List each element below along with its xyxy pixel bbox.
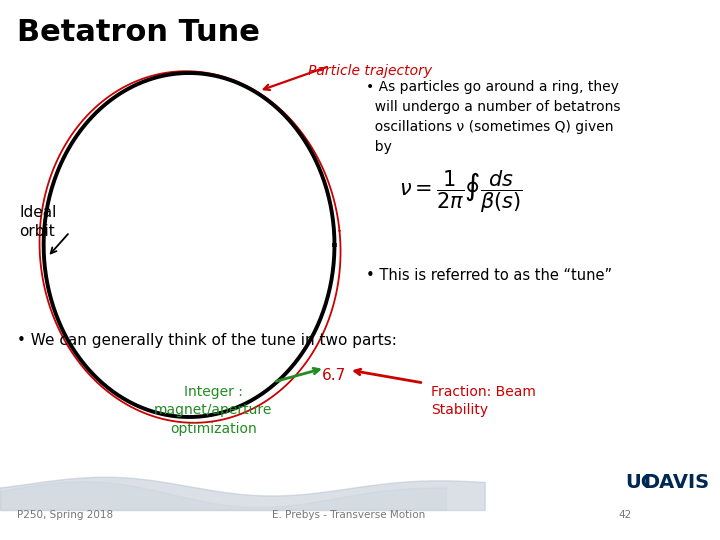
Text: 42: 42 (618, 510, 631, 520)
Text: E. Prebys - Transverse Motion: E. Prebys - Transverse Motion (272, 510, 426, 520)
Text: DAVIS: DAVIS (643, 473, 709, 492)
Text: Betatron Tune: Betatron Tune (17, 18, 261, 47)
Text: Particle trajectory: Particle trajectory (308, 64, 433, 78)
Text: • We can generally think of the tune in two parts:: • We can generally think of the tune in … (17, 333, 397, 348)
Text: 6.7: 6.7 (323, 368, 346, 383)
Text: $\nu = \dfrac{1}{2\pi} \oint \dfrac{ds}{\beta(s)}$: $\nu = \dfrac{1}{2\pi} \oint \dfrac{ds}{… (399, 168, 522, 215)
Text: P250, Spring 2018: P250, Spring 2018 (17, 510, 114, 520)
Text: • As particles go around a ring, they
  will undergo a number of betatrons
  osc: • As particles go around a ring, they wi… (366, 80, 621, 154)
Text: Ideal
orbit: Ideal orbit (19, 205, 57, 239)
Text: Fraction: Beam
Stability: Fraction: Beam Stability (431, 385, 536, 417)
Text: • This is referred to as the “tune”: • This is referred to as the “tune” (366, 268, 613, 283)
Text: Integer :
magnet/aperture
optimization: Integer : magnet/aperture optimization (154, 385, 272, 436)
Text: UC: UC (626, 473, 655, 492)
